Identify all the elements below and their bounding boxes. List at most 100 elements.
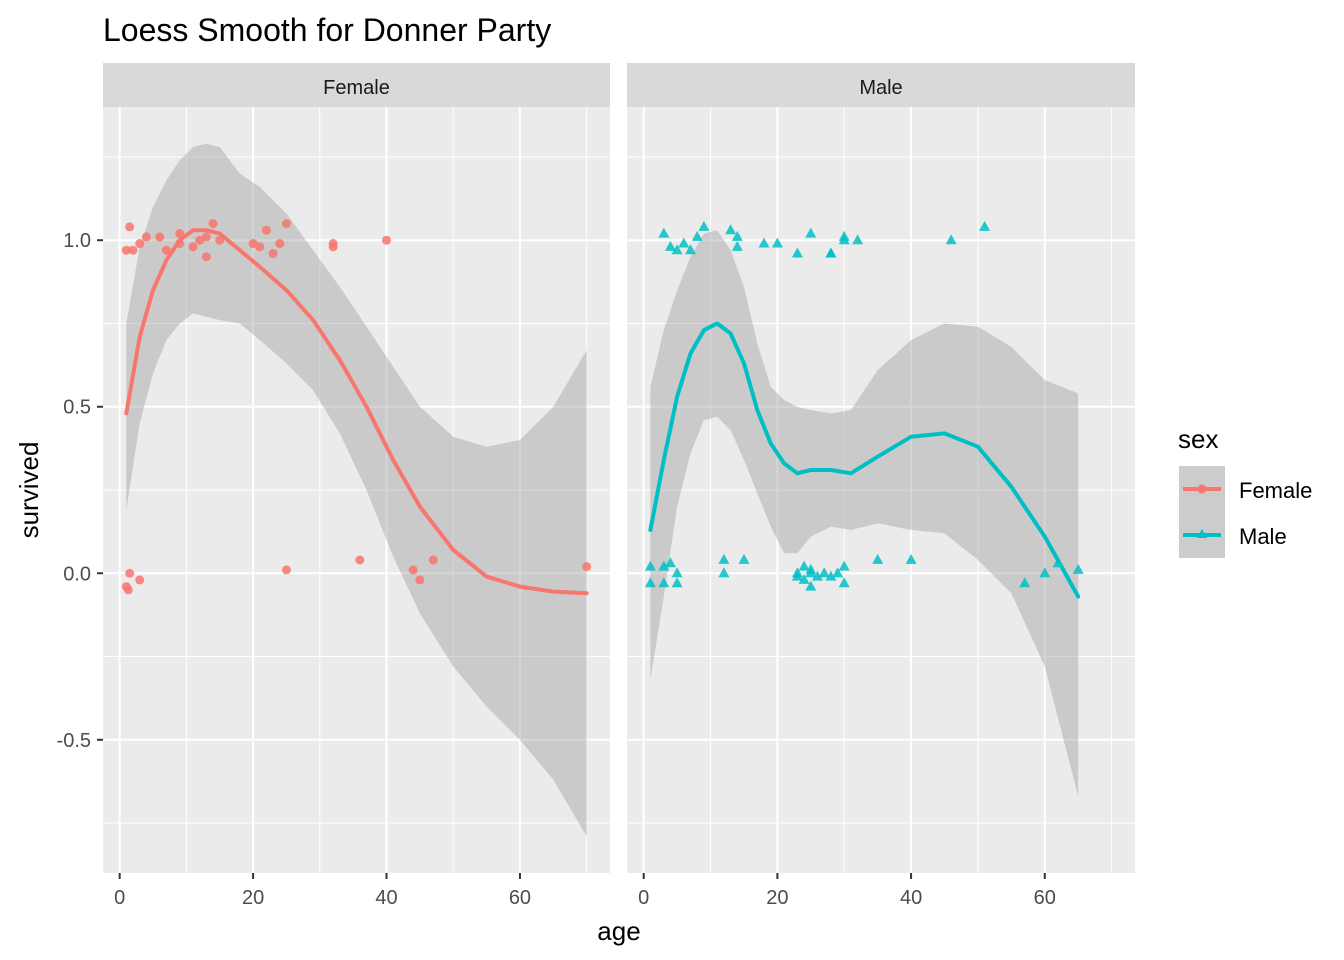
y-tick-label: 0.5: [63, 397, 91, 419]
panel-female-strip-label: Female: [323, 77, 390, 99]
confidence-band-male: [650, 230, 1079, 797]
data-point-female: [415, 575, 425, 585]
data-point-female: [582, 562, 592, 572]
data-point-female: [382, 235, 392, 245]
data-point-male: [718, 567, 730, 578]
data-point-male: [644, 577, 656, 588]
data-point-male: [678, 237, 690, 248]
data-point-male: [872, 553, 884, 564]
legend-entry-female: Female: [1179, 466, 1312, 512]
data-point-female: [261, 225, 271, 235]
data-point-male: [671, 567, 683, 578]
data-point-male: [805, 563, 817, 574]
panel-male: Male: [627, 63, 1135, 873]
data-point-female: [135, 575, 145, 585]
data-point-female: [155, 232, 165, 242]
panel-male-strip: [627, 63, 1135, 107]
data-point-female: [161, 245, 171, 255]
data-point-male: [812, 570, 823, 581]
loess-line-male: [648, 321, 1081, 599]
data-point-female: [268, 249, 278, 259]
x-tick-label: 40: [375, 887, 397, 909]
data-point-male: [658, 227, 670, 238]
data-point-male: [664, 240, 676, 251]
data-point-female: [201, 252, 211, 262]
data-point-male: [945, 234, 957, 245]
data-point-female: [195, 235, 205, 245]
data-point-female: [281, 219, 291, 229]
x-axis-label: age: [597, 916, 640, 946]
panel-female: Female: [103, 63, 610, 873]
data-point-male: [1072, 563, 1084, 574]
data-point-male: [685, 244, 696, 255]
legend-label-male: Male: [1239, 524, 1287, 549]
data-point-male: [731, 230, 743, 241]
data-point-male: [644, 560, 656, 571]
data-point-male: [825, 247, 837, 258]
data-point-female: [275, 239, 285, 249]
data-point-female: [201, 232, 211, 242]
data-point-male: [798, 573, 810, 584]
data-point-female: [408, 565, 418, 575]
y-tick-label: -0.5: [57, 730, 91, 752]
data-point-female: [208, 219, 218, 229]
confidence-band-female: [126, 143, 587, 837]
data-point-male: [798, 560, 810, 571]
data-point-male: [838, 560, 850, 571]
data-point-male: [805, 580, 817, 591]
legend-entry-male: Male: [1179, 512, 1287, 558]
data-point-female: [141, 232, 151, 242]
data-point-male: [979, 220, 991, 231]
x-tick-label: 20: [242, 887, 264, 909]
data-point-male: [671, 577, 683, 588]
data-point-female: [428, 555, 438, 565]
y-axis-label: survived: [14, 442, 44, 539]
data-point-male: [718, 553, 730, 564]
x-tick-label: 20: [766, 887, 788, 909]
x-axis: 0 20 40 60 0 20 40 60: [114, 873, 1056, 909]
data-point-male: [658, 577, 670, 588]
legend-key-male-marker: [1197, 529, 1207, 538]
data-point-male: [852, 234, 864, 245]
data-point-male: [838, 234, 850, 245]
legend-title: sex: [1178, 424, 1218, 454]
loess-line-female: [124, 228, 589, 596]
data-point-male: [791, 247, 803, 258]
data-point-female: [123, 585, 133, 595]
data-point-female: [355, 555, 365, 565]
panel-female-strip: [103, 63, 610, 107]
data-point-male: [738, 553, 750, 564]
data-point-female: [328, 239, 338, 249]
legend: sex Female Male: [1178, 424, 1312, 558]
data-point-male: [791, 567, 803, 578]
data-point-male: [1019, 577, 1031, 588]
data-point-female: [255, 242, 265, 252]
data-point-female: [135, 239, 145, 249]
x-tick-label: 0: [638, 887, 649, 909]
data-point-male: [758, 237, 770, 248]
x-tick-label: 60: [509, 887, 531, 909]
x-tick-label: 40: [900, 887, 922, 909]
data-point-male: [725, 224, 737, 235]
data-point-male: [658, 560, 670, 571]
data-point-female: [188, 242, 198, 252]
data-point-male: [664, 557, 676, 568]
data-point-male: [731, 240, 743, 251]
data-point-male: [825, 570, 837, 581]
y-tick-label: 1.0: [63, 230, 91, 252]
y-tick-label: 0.0: [63, 563, 91, 585]
data-point-female: [175, 229, 185, 239]
data-point-male: [698, 220, 710, 231]
data-point-female: [125, 568, 135, 578]
chart-title: Loess Smooth for Donner Party: [103, 12, 551, 48]
data-point-male: [818, 567, 830, 578]
y-axis: -0.5 0.0 0.5 1.0: [57, 230, 103, 752]
panel-male-strip-label: Male: [859, 77, 902, 99]
data-point-male: [805, 227, 817, 238]
data-point-female: [125, 222, 135, 232]
legend-key-female-marker: [1197, 484, 1207, 494]
x-tick-label: 0: [114, 887, 125, 909]
x-tick-label: 60: [1034, 887, 1056, 909]
data-point-male: [838, 577, 850, 588]
